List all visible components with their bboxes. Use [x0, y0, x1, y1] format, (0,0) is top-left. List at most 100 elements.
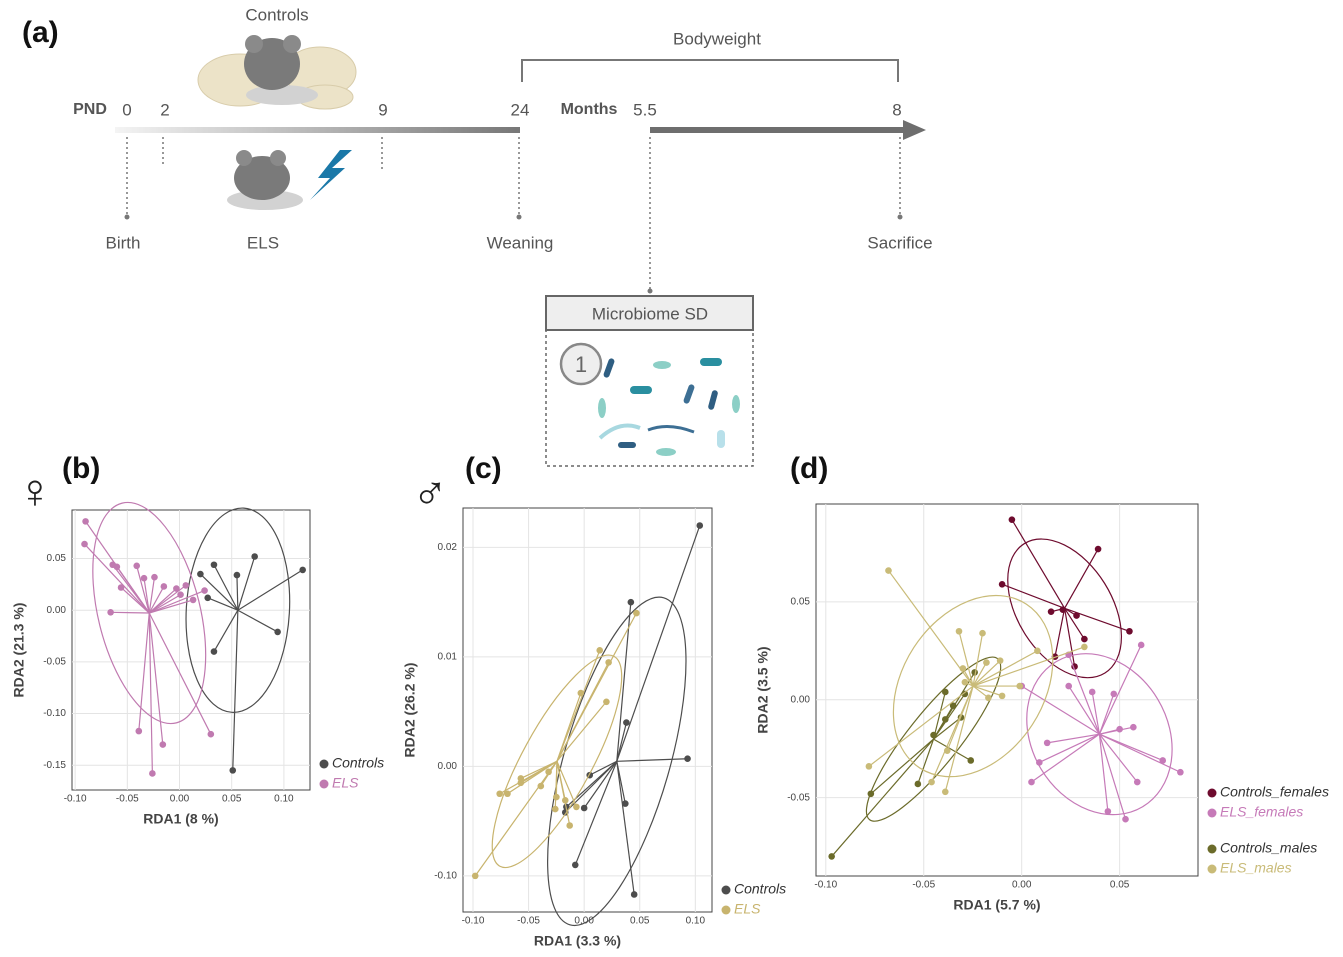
point	[1126, 628, 1133, 635]
x-axis-title: RDA1 (5.7 %)	[953, 897, 1040, 913]
legend-swatch	[1208, 789, 1217, 798]
point	[1060, 606, 1067, 613]
legend-swatch	[1208, 865, 1217, 874]
point	[967, 757, 974, 764]
point	[997, 657, 1004, 664]
legend-label: ELS	[332, 775, 359, 791]
pnd-tick: 2	[160, 100, 169, 119]
y-tick-label: 0.02	[438, 542, 458, 553]
event-label: ELS	[247, 233, 279, 252]
legend-label: Controls_males	[1220, 840, 1317, 856]
point	[553, 794, 560, 801]
point	[177, 591, 184, 598]
point	[81, 541, 88, 548]
legend-label: Controls	[332, 755, 384, 771]
pnd-timeline	[115, 127, 520, 133]
point	[190, 597, 197, 604]
x-tick-label: -0.10	[64, 794, 87, 805]
point	[211, 561, 218, 568]
point	[545, 769, 552, 776]
pnd-tick: 9	[378, 100, 387, 119]
point	[197, 571, 204, 578]
point	[1065, 683, 1072, 690]
point	[605, 659, 612, 666]
point	[118, 584, 125, 591]
x-tick-label: 0.05	[630, 916, 650, 927]
y-axis-title: RDA2 (3.5 %)	[755, 646, 771, 733]
point	[1116, 726, 1123, 733]
controls-label: Controls	[245, 5, 308, 24]
point	[944, 747, 951, 754]
point	[1036, 759, 1043, 766]
point	[979, 630, 986, 637]
legend-label: Controls_females	[1220, 784, 1329, 800]
point	[182, 582, 189, 589]
point	[633, 610, 640, 617]
legend-swatch	[722, 906, 731, 915]
point	[1105, 808, 1112, 815]
event-label: Sacrifice	[867, 233, 932, 252]
months-label: Months	[561, 101, 618, 118]
y-tick-label: 0.00	[791, 694, 811, 705]
els-icon	[227, 150, 352, 210]
point	[696, 522, 703, 529]
point	[204, 595, 211, 602]
point	[1034, 648, 1041, 655]
point	[1009, 516, 1016, 523]
point	[622, 800, 629, 807]
point	[1081, 636, 1088, 643]
point	[885, 567, 892, 574]
y-tick-label: -0.05	[787, 792, 810, 803]
point	[160, 741, 167, 748]
month-tick: 8	[892, 100, 901, 119]
pnd-tick: 24	[511, 100, 530, 119]
panel-label: (d)	[790, 452, 828, 485]
event-label: Birth	[106, 233, 141, 252]
point	[136, 728, 143, 735]
month-tick: 5.5	[633, 100, 657, 119]
months-timeline	[650, 127, 905, 133]
x-tick-label: -0.05	[517, 916, 540, 927]
x-tick-label: 0.10	[274, 794, 294, 805]
point	[942, 789, 949, 796]
y-tick-label: 0.00	[438, 761, 458, 772]
panel-label: (c)	[465, 452, 502, 485]
figure: (a) Controls Bodyweight PND 0 2 9 24 Mon…	[0, 0, 1343, 957]
sex-symbol: ♀	[17, 466, 53, 519]
legend-label: ELS_males	[1220, 860, 1292, 876]
point	[915, 781, 922, 788]
y-tick-label: -0.15	[43, 760, 66, 771]
x-axis-title: RDA1 (8 %)	[143, 811, 218, 827]
point	[1110, 691, 1117, 698]
y-axis-title: RDA2 (26.2 %)	[402, 663, 418, 758]
point	[962, 679, 969, 686]
step-number: 1	[575, 352, 587, 377]
point	[82, 518, 89, 525]
point	[1044, 740, 1051, 747]
y-tick-label: 0.01	[438, 652, 458, 663]
bodyweight-bracket	[522, 60, 898, 82]
point	[518, 780, 525, 787]
y-tick-label: 0.05	[47, 553, 67, 564]
x-tick-label: 0.10	[686, 916, 706, 927]
y-tick-label: -0.10	[43, 708, 66, 719]
point	[173, 585, 180, 592]
point	[1177, 769, 1184, 776]
point	[578, 690, 585, 697]
point	[1134, 779, 1141, 786]
point	[828, 853, 835, 860]
legend-label: ELS_females	[1220, 804, 1303, 820]
legend-swatch	[320, 760, 329, 769]
y-tick-label: 0.00	[47, 605, 67, 616]
point	[1122, 816, 1129, 823]
point	[581, 805, 588, 812]
point	[229, 767, 236, 774]
point	[161, 583, 168, 590]
point	[234, 572, 241, 579]
legend-label: Controls	[734, 881, 786, 897]
point	[1089, 689, 1096, 696]
panel-label: (b)	[62, 452, 100, 485]
legend-swatch	[1208, 809, 1217, 818]
